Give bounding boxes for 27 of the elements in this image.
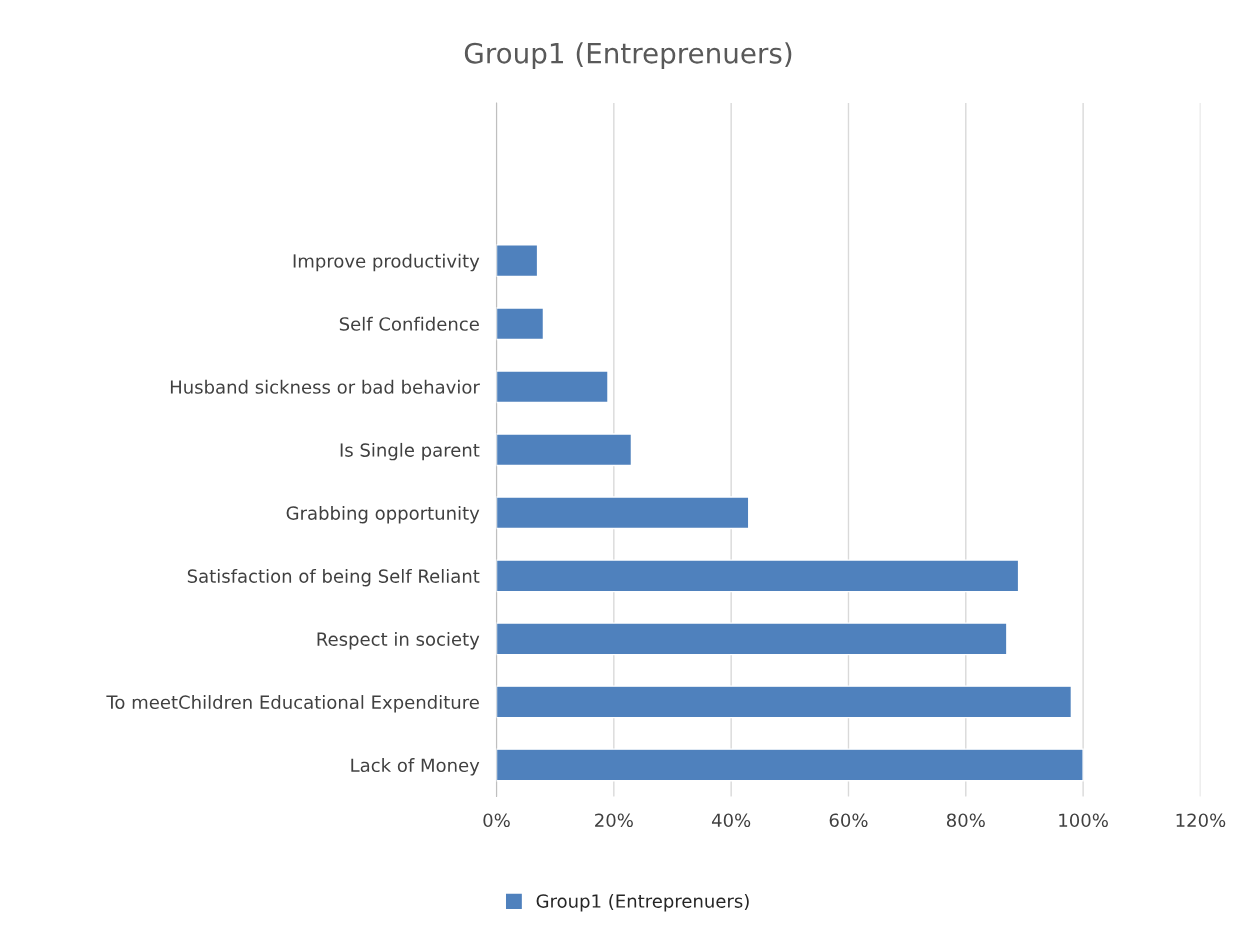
bar: [496, 433, 633, 467]
bar: [496, 496, 750, 530]
bar: [496, 307, 545, 341]
y-tick-label: To meetChildren Educational Expenditure: [106, 695, 479, 713]
chart-title: Group1 (Entreprenuers): [464, 42, 792, 70]
x-tick-label: 20%: [595, 813, 633, 828]
bar: [496, 622, 1008, 656]
x-tick-label: 80%: [946, 813, 985, 828]
y-tick-label: Grabbing opportunity: [286, 505, 480, 524]
x-tick-label: 0%: [483, 813, 510, 828]
bar: [496, 748, 1084, 782]
y-tick-label: Lack of Money: [351, 758, 480, 776]
x-tick-label: 120%: [1176, 813, 1226, 828]
x-tick-label: 100%: [1059, 813, 1108, 828]
y-tick-label: Satisfaction of being Self Reliant: [187, 568, 480, 587]
y-tick-label: Improve productivity: [293, 253, 480, 272]
x-tick-label: 40%: [711, 813, 751, 828]
y-tick-label: Is Single parent: [340, 442, 480, 461]
legend-label: Group1 (Entreprenuers): [536, 893, 749, 912]
y-tick-label: Self Confidence: [339, 316, 479, 331]
bar: [496, 244, 539, 278]
y-tick-label: Husband sickness or bad behavior: [170, 379, 480, 394]
bar: [496, 370, 609, 404]
bar: [496, 685, 1073, 719]
y-tick-label: Respect in society: [317, 632, 480, 650]
bar: [496, 559, 1020, 593]
x-tick-label: 60%: [829, 813, 868, 828]
